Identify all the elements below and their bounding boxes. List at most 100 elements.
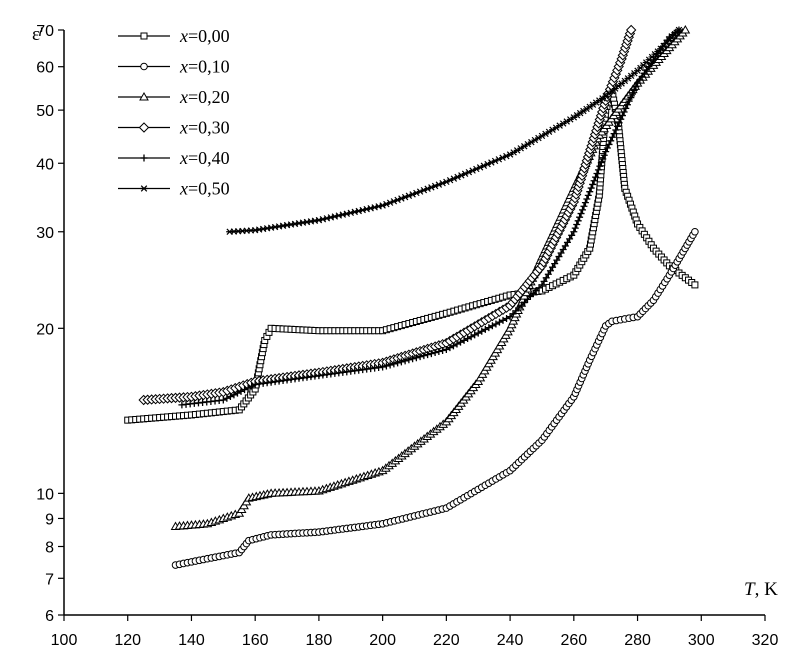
data-point [449,342,457,350]
data-point [390,360,398,368]
data-point [481,325,489,333]
y-tick-label: 20 [36,321,54,338]
data-point [691,227,699,236]
data-point [594,166,602,174]
legend-value: =0,40 [188,148,230,168]
data-point [435,348,443,356]
data-point [488,322,496,330]
data-point [570,228,578,236]
data-point [538,281,546,289]
y-axis-label: ε' [32,24,43,45]
legend-value: =0,20 [188,87,230,107]
data-point [577,210,585,218]
data-point [457,338,465,346]
legend: x=0,00x=0,10x=0,20x=0,30x=0,40x=0,50 [118,26,230,199]
legend-variable: x [179,148,188,168]
y-tick-label: 6 [45,608,54,625]
x-tick-label: 220 [433,632,460,649]
data-point [557,249,565,257]
x-tick-label: 260 [560,632,587,649]
data-point [615,119,623,127]
data-point [584,191,592,199]
data-point [610,130,618,138]
data-point [579,206,587,214]
data-point [379,363,387,371]
x-tick-label: 200 [369,632,396,649]
x-tick-label: 100 [51,632,78,649]
y-tick-label: 10 [36,486,54,503]
data-point [424,351,432,359]
data-point [464,335,472,343]
data-point [397,358,405,366]
legend-marker [140,62,148,71]
data-point [559,245,567,253]
y-tick-label: 9 [45,511,54,528]
data-point [551,260,559,268]
data-point [574,217,582,225]
legend-variable: x [179,26,188,46]
data-point [625,24,637,36]
data-point [401,357,409,365]
data-point [446,344,454,352]
data-point [592,173,600,181]
data-point [237,387,245,395]
legend-label: x=0,00 [179,26,230,46]
series-layer [124,24,699,569]
legend-marker [140,185,148,192]
legend-entry: x=0,10 [118,57,230,77]
data-point [563,238,571,246]
data-point [542,274,550,282]
data-point [226,393,234,401]
legend-marker [140,32,148,40]
x-tick-label: 300 [688,632,715,649]
data-point [478,327,486,335]
data-point [590,177,598,185]
data-point [605,140,613,148]
x-axis-variable: T [744,579,756,600]
data-point [600,151,608,159]
data-point [241,386,249,394]
data-point [627,94,635,102]
data-point [607,137,615,145]
data-point [612,126,620,134]
data-point [499,316,507,324]
data-point [691,281,699,289]
x-axis-unit: , K [755,579,779,600]
data-point [581,199,589,207]
data-point [439,346,447,354]
data-point [540,277,548,285]
data-point [608,133,616,141]
data-point [613,122,621,130]
data-point [680,24,691,34]
data-point [632,83,640,91]
x-tick-label: 140 [178,632,205,649]
series-diamond [138,24,637,406]
x-tick-label: 160 [242,632,269,649]
data-point [618,112,626,120]
legend-entry: x=0,30 [118,118,230,138]
series-square [124,88,699,424]
series-star [226,26,683,235]
data-point [571,224,579,232]
data-point [233,389,241,397]
data-point [566,235,574,243]
data-point [474,329,482,337]
y-tick-label: 50 [36,103,54,120]
ticks: 100 120 140 160 180 200 220 240 260 280 300 320 6 7 8 9… [36,23,778,649]
y-tick-label: 40 [36,156,54,173]
legend-value: =0,00 [188,26,230,46]
data-point [431,349,439,357]
legend-variable: x [179,87,188,107]
legend-variable: x [179,179,188,199]
legend-label: x=0,20 [179,87,230,107]
data-point [412,354,420,362]
legend-entry: x=0,40 [118,148,230,168]
data-point [223,394,231,402]
data-point [629,90,637,98]
legend-marker [138,122,150,133]
data-point [453,340,461,348]
legend-label: x=0,50 [179,179,230,199]
data-point [471,331,479,339]
data-point [573,220,581,228]
data-point [630,86,638,94]
